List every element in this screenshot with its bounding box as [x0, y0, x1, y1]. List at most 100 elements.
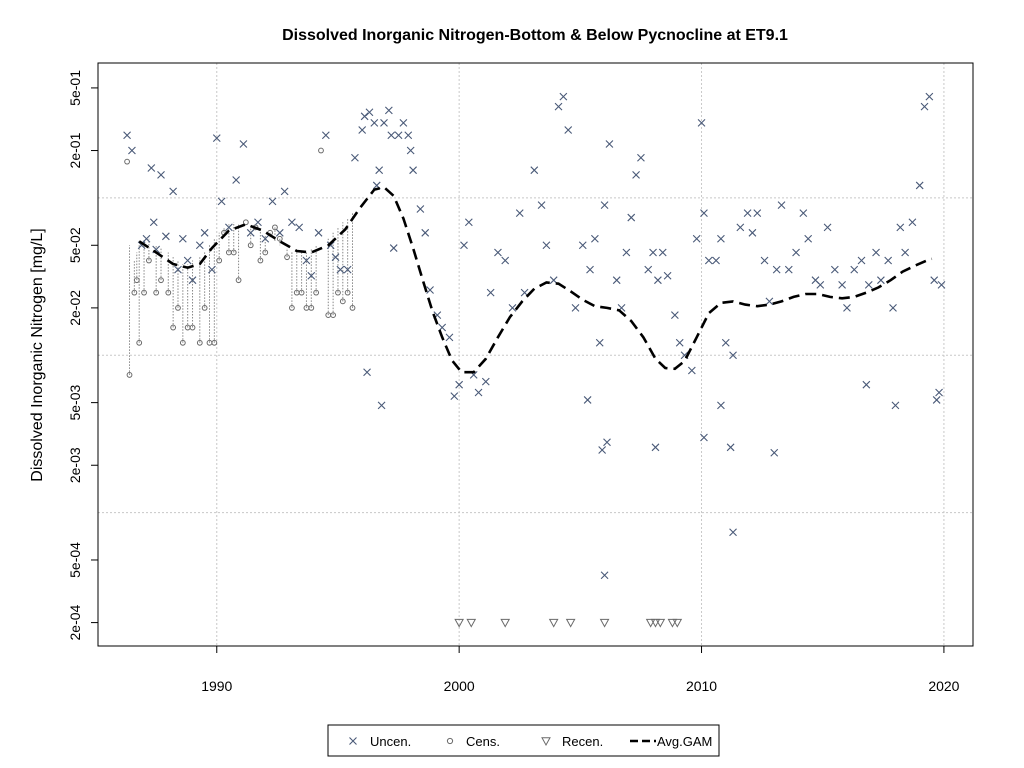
uncen-point — [721, 338, 730, 347]
uncen-point — [925, 92, 934, 101]
y-tick-label: 2e-03 — [67, 447, 83, 483]
cens-point — [230, 249, 237, 256]
uncen-point-shape — [275, 228, 284, 237]
uncen-point — [930, 276, 939, 285]
legend-x-mark — [349, 737, 357, 745]
uncen-point — [542, 241, 551, 250]
y-tick-label: 2e-01 — [67, 132, 83, 168]
uncen-point-shape — [654, 276, 662, 285]
uncen-point — [872, 248, 880, 257]
uncen-point — [358, 126, 367, 134]
uncen-point-shape — [314, 228, 323, 237]
uncen-point — [409, 166, 417, 175]
uncen-point-shape — [784, 265, 793, 274]
cens-point — [170, 324, 177, 331]
uncen-point — [508, 304, 517, 312]
uncen-point-shape — [729, 351, 737, 360]
x-axis: 1990 2000 2010 2020 — [201, 646, 960, 694]
legend-label-cens: Cens. — [466, 734, 500, 749]
uncen-point — [377, 401, 386, 410]
uncen-point-shape — [200, 228, 209, 237]
uncen-point — [161, 232, 170, 241]
uncen-point-shape — [123, 131, 131, 140]
uncen-point-shape — [307, 271, 316, 280]
uncen-point — [200, 228, 209, 237]
cens-point — [201, 304, 208, 311]
uncen-point-shape — [872, 248, 880, 257]
uncen-point-shape — [169, 187, 178, 196]
censored-links — [129, 213, 354, 375]
uncen-point — [700, 209, 708, 218]
uncen-point-shape — [508, 304, 517, 312]
uncen-point — [843, 304, 851, 312]
uncen-point-shape — [675, 338, 684, 347]
uncen-point-shape — [612, 276, 621, 285]
recen-point — [645, 618, 656, 628]
uncen-point — [208, 265, 216, 274]
uncen-point — [743, 209, 752, 218]
uncen-point — [183, 256, 192, 265]
uncen-point — [280, 187, 289, 196]
uncen-point-shape — [336, 265, 345, 274]
uncen-point-shape — [530, 166, 539, 175]
uncen-point-shape — [925, 92, 934, 101]
legend-box — [327, 724, 720, 757]
y-tick-label: 5e-03 — [67, 385, 83, 421]
uncen-point-shape — [884, 256, 893, 265]
legend-item-cens: Cens. — [446, 734, 500, 749]
cens-point — [289, 304, 295, 311]
uncen-point — [823, 223, 832, 232]
uncen-point — [896, 223, 905, 232]
uncen-point — [692, 234, 701, 243]
cens-point — [179, 339, 186, 346]
uncen-point — [399, 118, 408, 127]
uncen-point — [760, 256, 769, 265]
cens-point — [153, 289, 160, 296]
x-tick-label: 2010 — [686, 678, 717, 694]
uncen-point — [578, 241, 587, 250]
uncen-point — [908, 218, 917, 227]
cens-point — [196, 339, 203, 346]
y-tick-label: 2e-04 — [67, 604, 83, 640]
uncen-point-shape — [600, 571, 609, 580]
uncen-point-shape — [421, 228, 430, 237]
uncen-point — [239, 140, 248, 148]
uncen-point — [174, 265, 182, 274]
uncen-point-shape — [188, 276, 197, 285]
y-tick-label: 5e-04 — [67, 542, 83, 578]
uncen-point-shape — [564, 126, 573, 134]
uncen-point — [792, 248, 800, 257]
uncen-point — [670, 311, 679, 319]
uncen-point — [772, 265, 781, 274]
uncen-point-shape — [358, 126, 367, 134]
uncen-point-shape — [663, 271, 672, 280]
uncen-point — [920, 102, 929, 111]
cens-point — [124, 158, 130, 165]
uncen-point — [295, 223, 304, 232]
uncen-point-shape — [128, 146, 136, 155]
uncen-point-shape — [147, 164, 156, 172]
uncen-point-shape — [896, 223, 905, 232]
uncen-point-shape — [232, 176, 241, 184]
uncen-point-shape — [481, 377, 490, 386]
cens-point — [257, 257, 264, 264]
uncen-point — [901, 248, 910, 257]
uncen-point-shape — [217, 197, 226, 206]
uncen-point-shape — [637, 153, 645, 162]
uncen-point — [455, 380, 464, 389]
uncen-point — [404, 131, 413, 140]
uncen-point — [777, 201, 786, 209]
uncen-point-shape — [777, 201, 786, 209]
cens-point — [126, 372, 133, 378]
uncen-point — [799, 209, 808, 218]
cens-point — [349, 304, 356, 311]
uncen-point-shape — [857, 256, 866, 265]
uncen-point-shape — [700, 209, 708, 218]
uncen-point — [123, 131, 131, 140]
uncen-point — [147, 164, 156, 172]
uncen-point — [530, 166, 539, 175]
recen-point — [667, 618, 678, 628]
uncen-point-shape — [765, 297, 774, 306]
cens-point — [308, 304, 315, 311]
uncen-point-shape — [426, 286, 434, 294]
